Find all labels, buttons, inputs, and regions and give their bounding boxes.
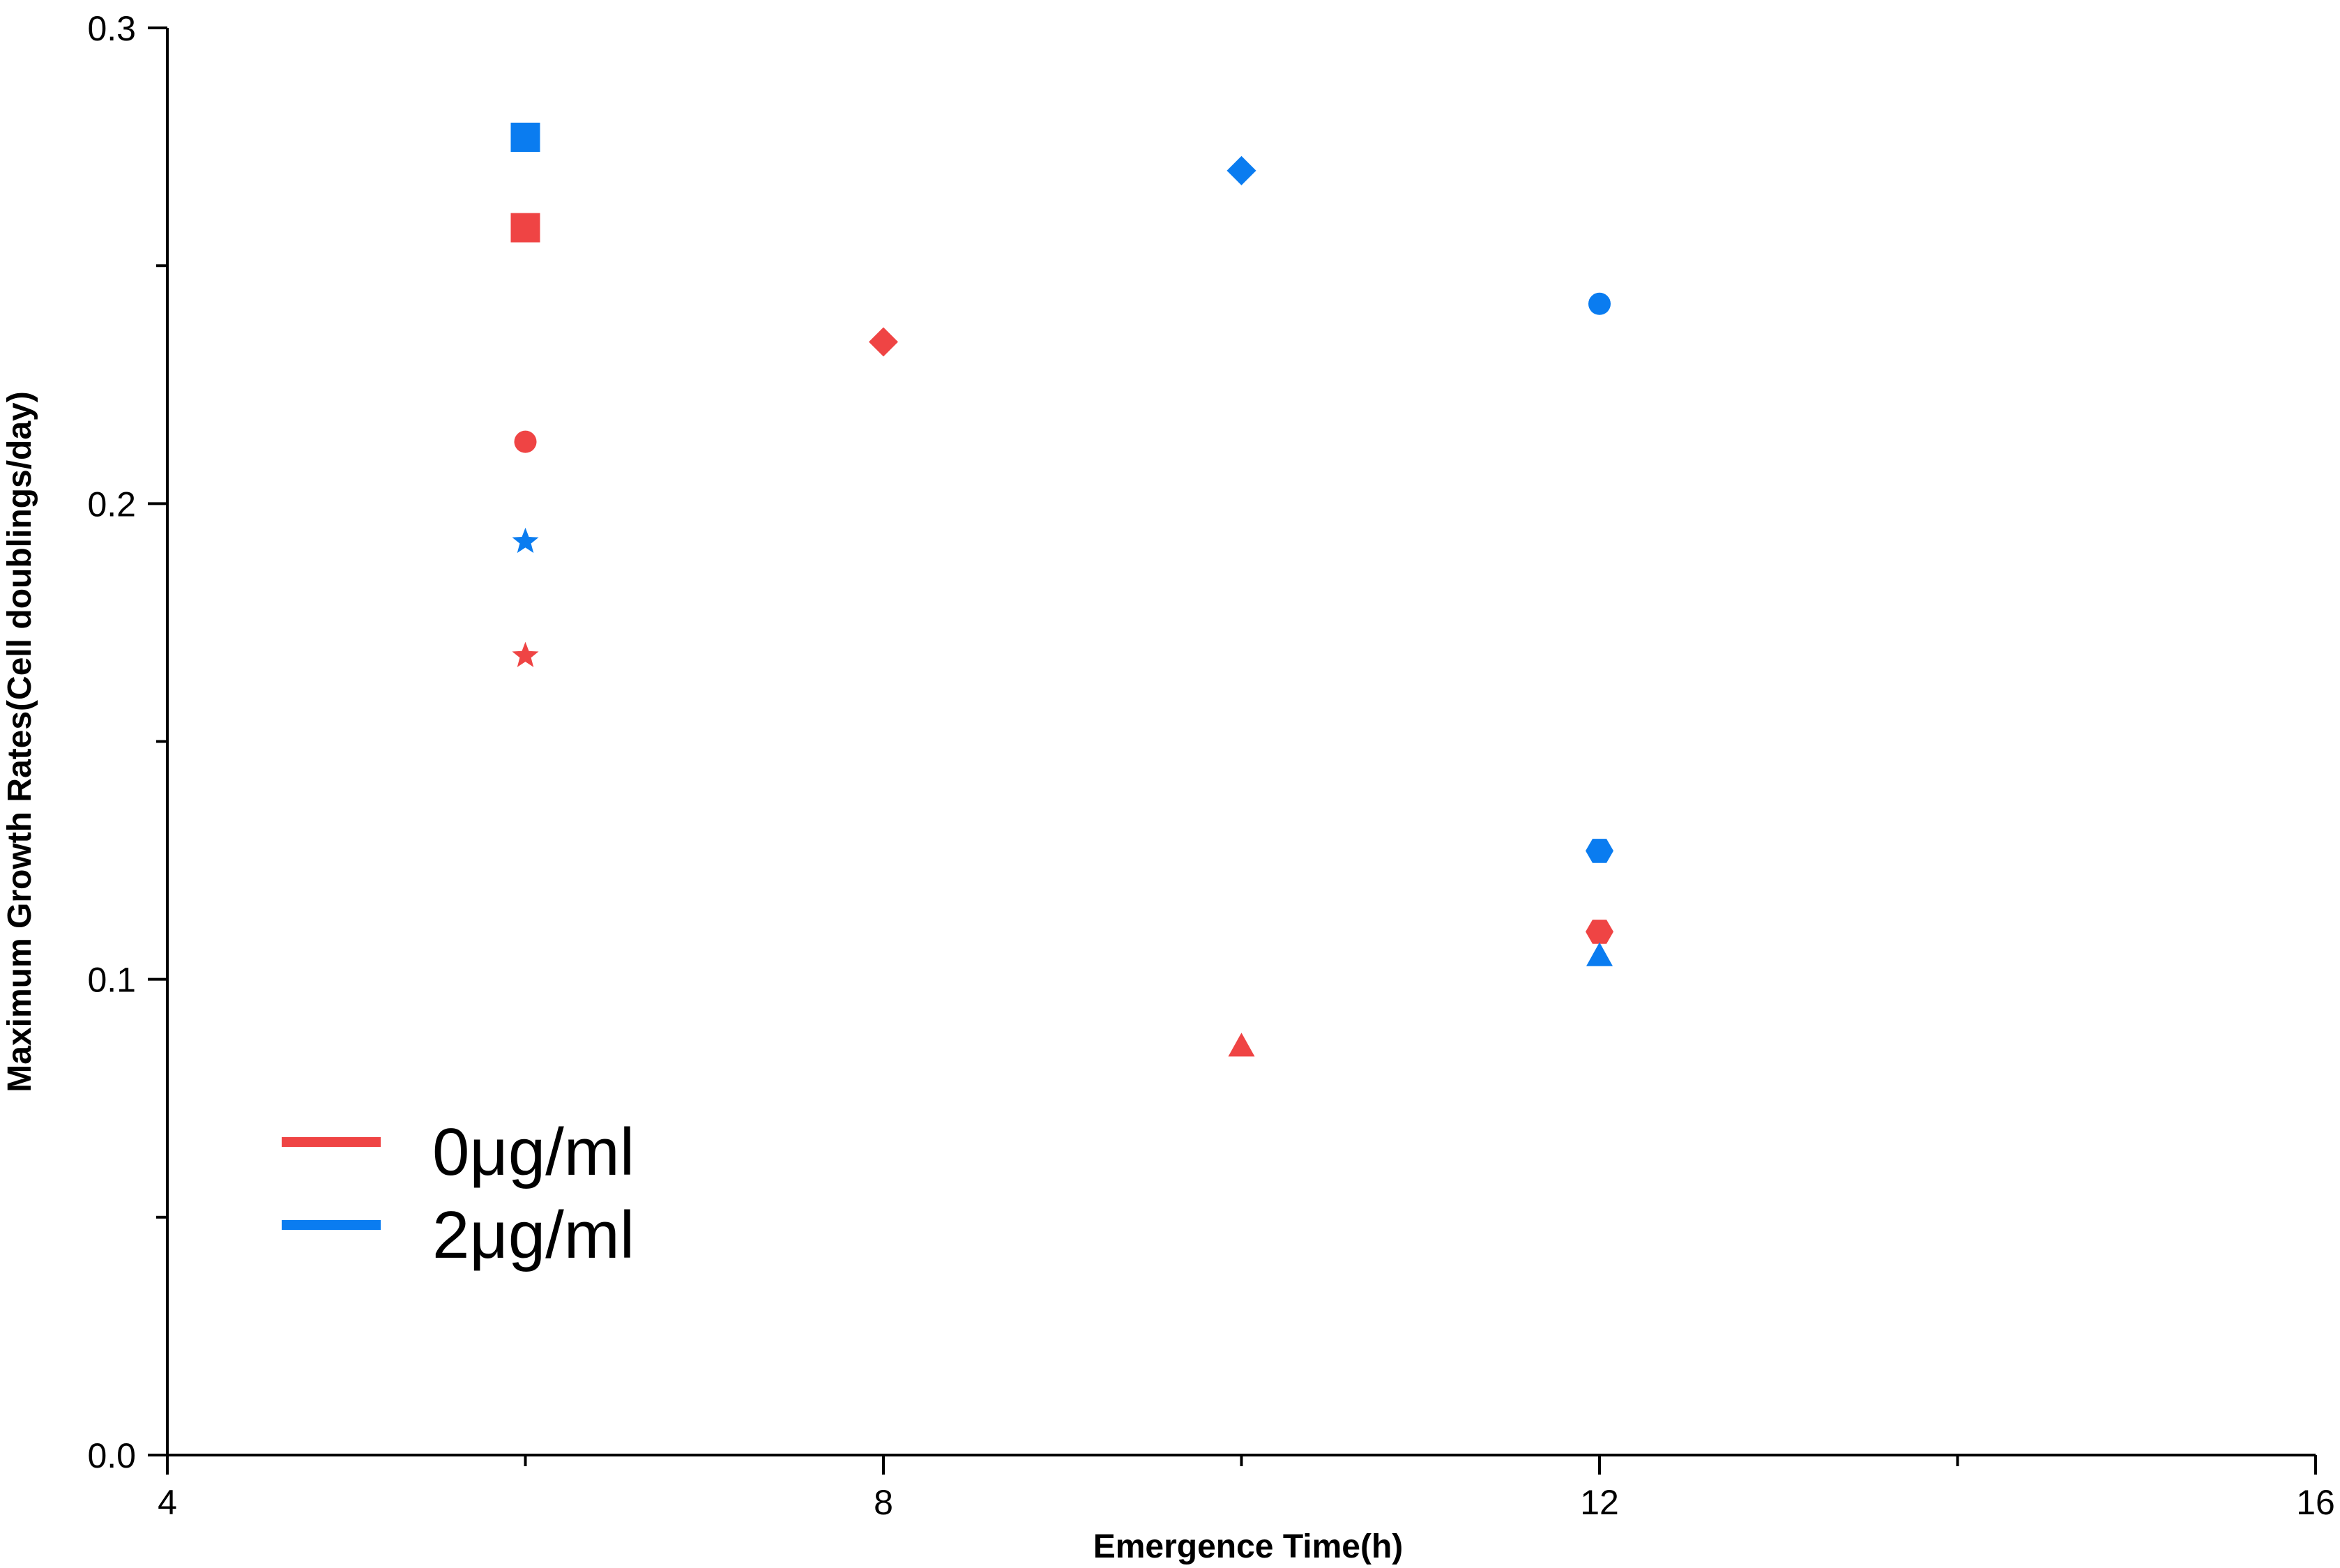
x-tick-label: 8 — [874, 1483, 893, 1522]
legend-label-2ug: 2μg/ml — [432, 1198, 635, 1272]
x-axis-label: Emergence Time(h) — [1093, 1528, 1404, 1565]
legend-swatch-2ug — [282, 1220, 381, 1230]
x-ticks: 4 8 12 16 — [158, 1455, 2335, 1522]
point-series1-triangle — [1586, 942, 1613, 966]
point-series0-circle — [514, 430, 537, 453]
x-tick-label: 4 — [158, 1483, 177, 1522]
y-axis-label: Maximum Growth Rates(Cell doublings/day) — [1, 391, 38, 1092]
y-tick-label: 0.2 — [87, 485, 136, 524]
y-ticks: 0.0 0.1 0.2 0.3 — [87, 9, 167, 1475]
point-series1-hexagon — [1586, 839, 1613, 863]
point-series0-hexagon — [1586, 920, 1613, 944]
legend: 0μg/ml 2μg/ml — [282, 1115, 635, 1272]
legend-swatch-0ug — [282, 1137, 381, 1147]
y-tick-label: 0.0 — [87, 1436, 136, 1475]
point-series0-star — [512, 641, 539, 667]
point-series1-circle — [1588, 292, 1611, 315]
point-series1-diamond — [1226, 155, 1256, 185]
y-tick-label: 0.1 — [87, 961, 136, 1000]
point-series1-square — [510, 122, 540, 152]
point-series0-triangle — [1228, 1033, 1255, 1057]
legend-label-0ug: 0μg/ml — [432, 1115, 635, 1189]
point-series0-square — [510, 213, 540, 243]
x-tick-label: 12 — [1580, 1483, 1619, 1522]
y-tick-label: 0.3 — [87, 9, 136, 48]
data-points — [510, 122, 1613, 1057]
point-series0-diamond — [869, 327, 898, 357]
point-series1-star — [512, 527, 539, 554]
x-tick-label: 16 — [2296, 1483, 2335, 1522]
